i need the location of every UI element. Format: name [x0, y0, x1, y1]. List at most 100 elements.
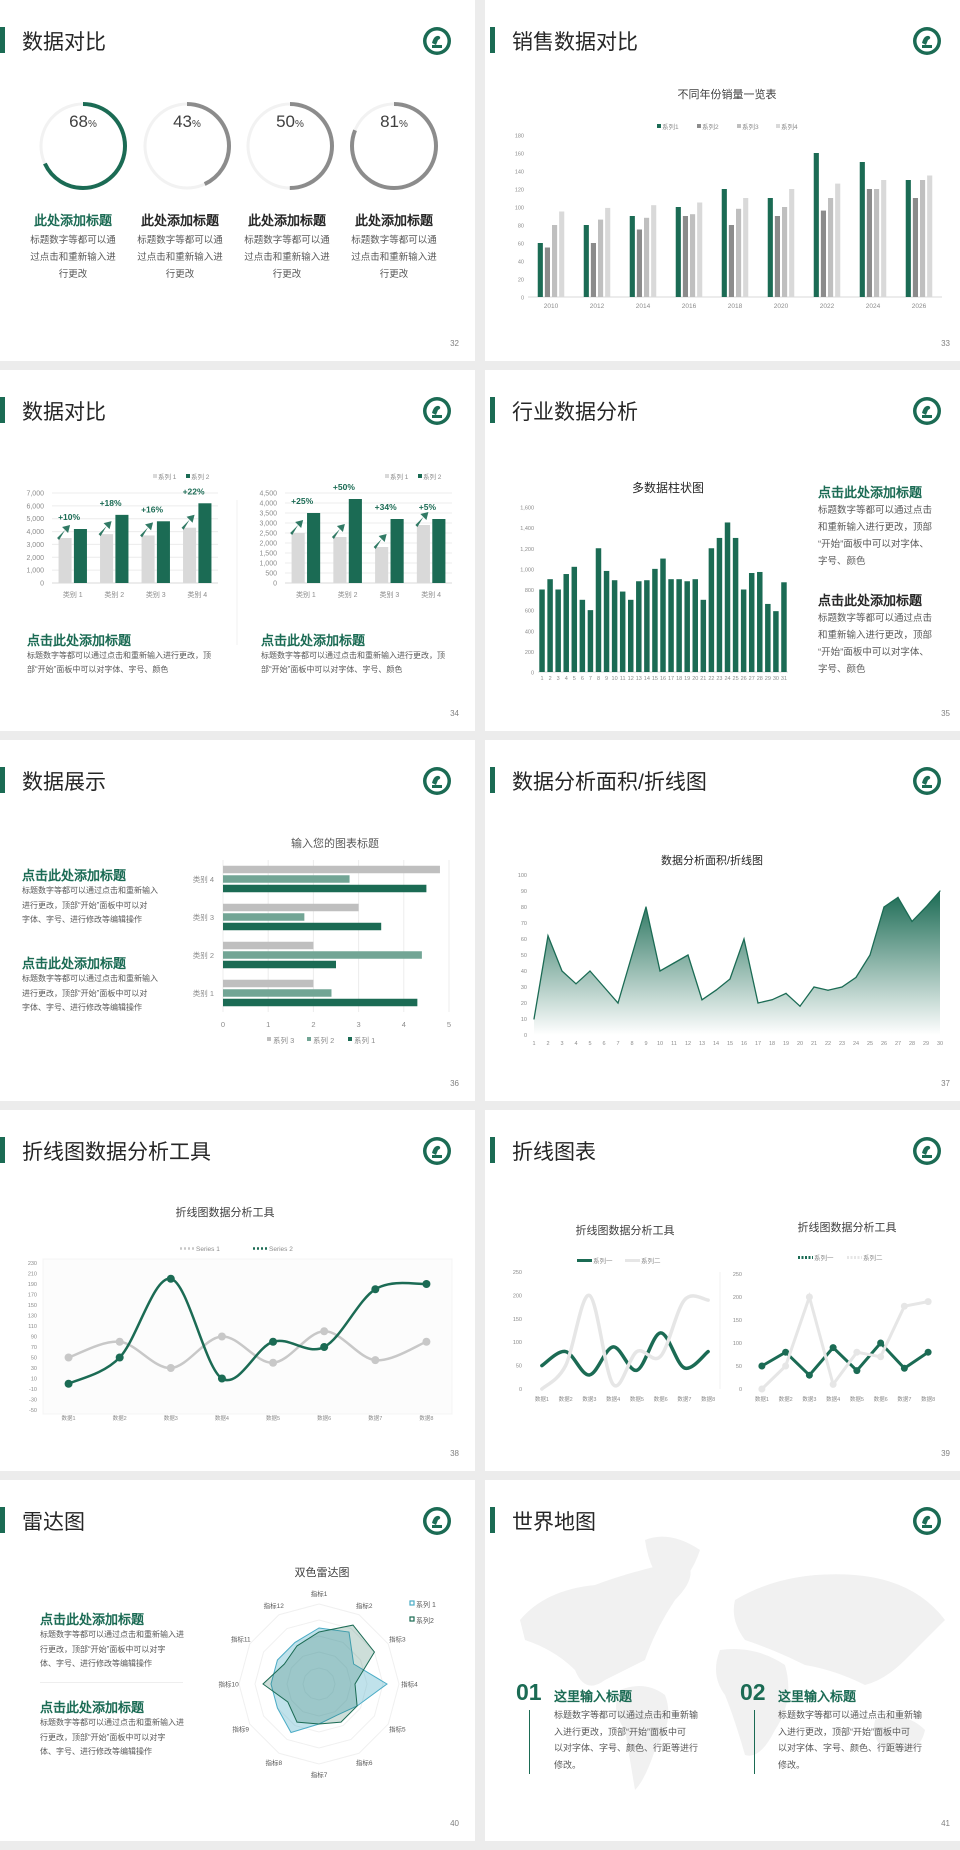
item-divider — [754, 1710, 755, 1774]
x-tick-label: 数据8 — [701, 1395, 715, 1403]
legend-label: Series 2 — [269, 1246, 293, 1253]
y-tick-label: 100 — [513, 1340, 522, 1346]
x-tick-label: 29 — [923, 1041, 929, 1047]
x-tick-label: 1 — [541, 676, 544, 682]
bar — [675, 207, 681, 297]
data-point — [853, 1348, 861, 1356]
bar — [223, 903, 359, 912]
data-point — [422, 1337, 431, 1346]
y-tick-label: 2,000 — [259, 541, 277, 548]
radar-grid-ring — [286, 1651, 352, 1717]
data-point — [603, 986, 605, 988]
x-tick-label: 数据7 — [368, 1414, 382, 1422]
growth-arrow-icon — [57, 525, 71, 540]
data-point — [115, 1353, 124, 1362]
bar — [636, 229, 643, 297]
title-accent-bar — [490, 1507, 495, 1533]
growth-label: +10% — [58, 512, 80, 522]
block-desc-line: 标题数字等都可以通过点击 — [818, 613, 933, 624]
legend-swatch — [697, 124, 701, 128]
stat-desc-line: 行更改 — [165, 269, 195, 280]
x-tick-label: 数据4 — [215, 1414, 229, 1422]
bar — [587, 610, 594, 672]
y-tick-label: 1,000 — [520, 567, 534, 573]
title-accent-bar — [0, 1507, 5, 1533]
bar — [551, 225, 558, 297]
bar — [223, 941, 314, 950]
stat-heading: 此处添加标题 — [33, 213, 112, 228]
bar — [590, 243, 597, 297]
axis-label: 指标7 — [311, 1770, 328, 1779]
legend-label: 系列 3 — [273, 1035, 294, 1045]
block-heading: 点击此处添加标题 — [22, 956, 127, 971]
x-tick-label: 17 — [755, 1041, 761, 1047]
x-tick-label: 2020 — [774, 303, 789, 310]
block-heading: 点击此处添加标题 — [261, 633, 366, 648]
school-emblem-logo — [913, 27, 941, 55]
y-tick-label: 80 — [521, 905, 527, 911]
legend-label: 系列 2 — [191, 472, 210, 481]
bar — [629, 216, 635, 297]
data-point — [701, 999, 703, 1001]
legend-swatch — [267, 1037, 271, 1041]
bar — [697, 202, 703, 297]
slide-37: 数据分析面积/折线图 数据分析面积/折线图 0 10 20 30 40 50 60 70 80 90… — [485, 740, 960, 1101]
legend-label: Series 1 — [196, 1246, 220, 1253]
y-tick-label: 500 — [265, 571, 277, 578]
x-tick-label: 9 — [644, 1041, 647, 1047]
block-desc-line: 字体、字号、进行修改等编辑操作 — [22, 1003, 142, 1012]
y-tick-label: 100 — [733, 1341, 742, 1347]
x-tick-label: 28 — [757, 676, 763, 682]
data-point — [371, 1285, 380, 1294]
x-tick-label: 2026 — [912, 303, 927, 310]
chart-title: 折线图数据分析工具 — [798, 1220, 897, 1234]
x-tick-label: 2010 — [544, 303, 559, 310]
bar — [544, 247, 551, 297]
data-point — [422, 1280, 431, 1288]
legend-swatch — [186, 474, 190, 478]
y-tick-label: 5,000 — [26, 516, 44, 523]
axis-label: 指标9 — [232, 1725, 249, 1734]
x-tick-label: 28 — [909, 1041, 915, 1047]
y-tick-label: 70 — [521, 921, 527, 927]
x-tick-label: 2 — [546, 1041, 549, 1047]
slide-36: 数据展示 输入您的图表标题 0 1 2 3 4 5 类别 1 类别 2 类别 3 类别 4 系列 3 系… — [0, 740, 475, 1101]
bar — [563, 574, 569, 672]
x-tick-label: 数据7 — [897, 1395, 911, 1403]
data-point — [371, 1356, 380, 1365]
y-tick-label: 250 — [733, 1272, 742, 1278]
block-desc-line: 修改。 — [778, 1760, 806, 1771]
progress-ring-fill — [39, 102, 127, 190]
slide-38: 折线图数据分析工具 折线图数据分析工具 -50 -30 -10 10 30 50 70 90 11… — [0, 1110, 475, 1471]
stat-desc-line: 标题数字等都可以通 — [351, 235, 437, 246]
legend-label: 系列1 — [662, 122, 679, 131]
y-tick-label: 80 — [518, 224, 524, 230]
slide-title: 折线图数据分析工具 — [22, 1141, 211, 1164]
title-accent-bar — [0, 1137, 5, 1163]
data-point — [758, 1385, 766, 1393]
block-desc-line: 标题数字等都可以通过点击和重新输入 — [22, 974, 158, 983]
slide-title: 世界地图 — [512, 1511, 596, 1534]
bar — [559, 211, 565, 297]
growth-label: +50% — [333, 482, 355, 492]
x-tick-label: 30 — [937, 1041, 943, 1047]
data-point — [924, 1298, 932, 1306]
x-tick-label: 17 — [668, 676, 674, 682]
bar — [597, 219, 604, 297]
y-tick-label: 160 — [515, 152, 524, 158]
x-tick-label: 24 — [724, 676, 730, 682]
block-desc-line: 行更改，顶部“开始”面板中可以对字 — [40, 1644, 166, 1654]
bar — [692, 579, 698, 672]
line-charts: 折线图数据分析工具 折线图数据分析工具 0 50 100 150 200 250 数据1 数据2 数… — [513, 1220, 935, 1403]
block-desc-line: 标题数字等都可以通过点击和重新输入进 — [40, 1718, 184, 1727]
x-tick-label: 21 — [700, 676, 706, 682]
title-accent-bar — [0, 767, 5, 793]
bar — [708, 548, 715, 672]
data-point — [939, 890, 941, 892]
data-point — [166, 1274, 175, 1283]
legend-label: 系列一 — [814, 1253, 834, 1262]
data-point — [575, 983, 577, 985]
y-tick-label: 150 — [28, 1303, 37, 1309]
bar — [728, 225, 735, 297]
